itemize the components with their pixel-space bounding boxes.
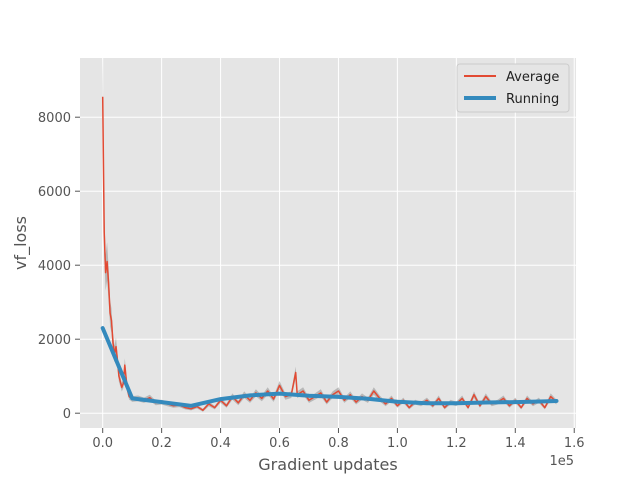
y-tick-label: 2000: [38, 333, 71, 348]
x-axis-offset-label: 1e5: [549, 454, 574, 469]
series-layer: [100, 96, 559, 411]
x-axis-label: Gradient updates: [258, 455, 397, 474]
y-axis-ticks: 0 2000 4000 6000 8000: [38, 111, 80, 422]
legend-label-average: Average: [506, 70, 559, 85]
y-tick-label: 0: [63, 407, 71, 422]
x-axis-ticks: 0.0 0.2 0.4 0.6 0.8 1.0 1.2 1.4 1.6: [92, 428, 585, 451]
x-tick-label: 0.6: [269, 436, 290, 451]
y-tick-label: 6000: [38, 185, 71, 200]
y-tick-label: 4000: [38, 259, 71, 274]
x-tick-label: 1.2: [446, 436, 467, 451]
series-line-running: [100, 326, 559, 408]
y-tick-label: 8000: [38, 111, 71, 126]
x-tick-label: 1.0: [387, 436, 408, 451]
y-axis-label: vf_loss: [11, 216, 31, 270]
x-tick-label: 0.8: [328, 436, 349, 451]
x-tick-label: 0.2: [151, 436, 172, 451]
plot-area: [80, 58, 576, 428]
legend: Average Running: [456, 63, 570, 113]
legend-label-running: Running: [506, 92, 559, 107]
x-tick-label: 1.4: [505, 436, 526, 451]
grid: [80, 58, 576, 428]
x-tick-label: 0.4: [210, 436, 231, 451]
x-tick-label: 0.0: [92, 436, 113, 451]
x-tick-label: 1.6: [564, 436, 585, 451]
